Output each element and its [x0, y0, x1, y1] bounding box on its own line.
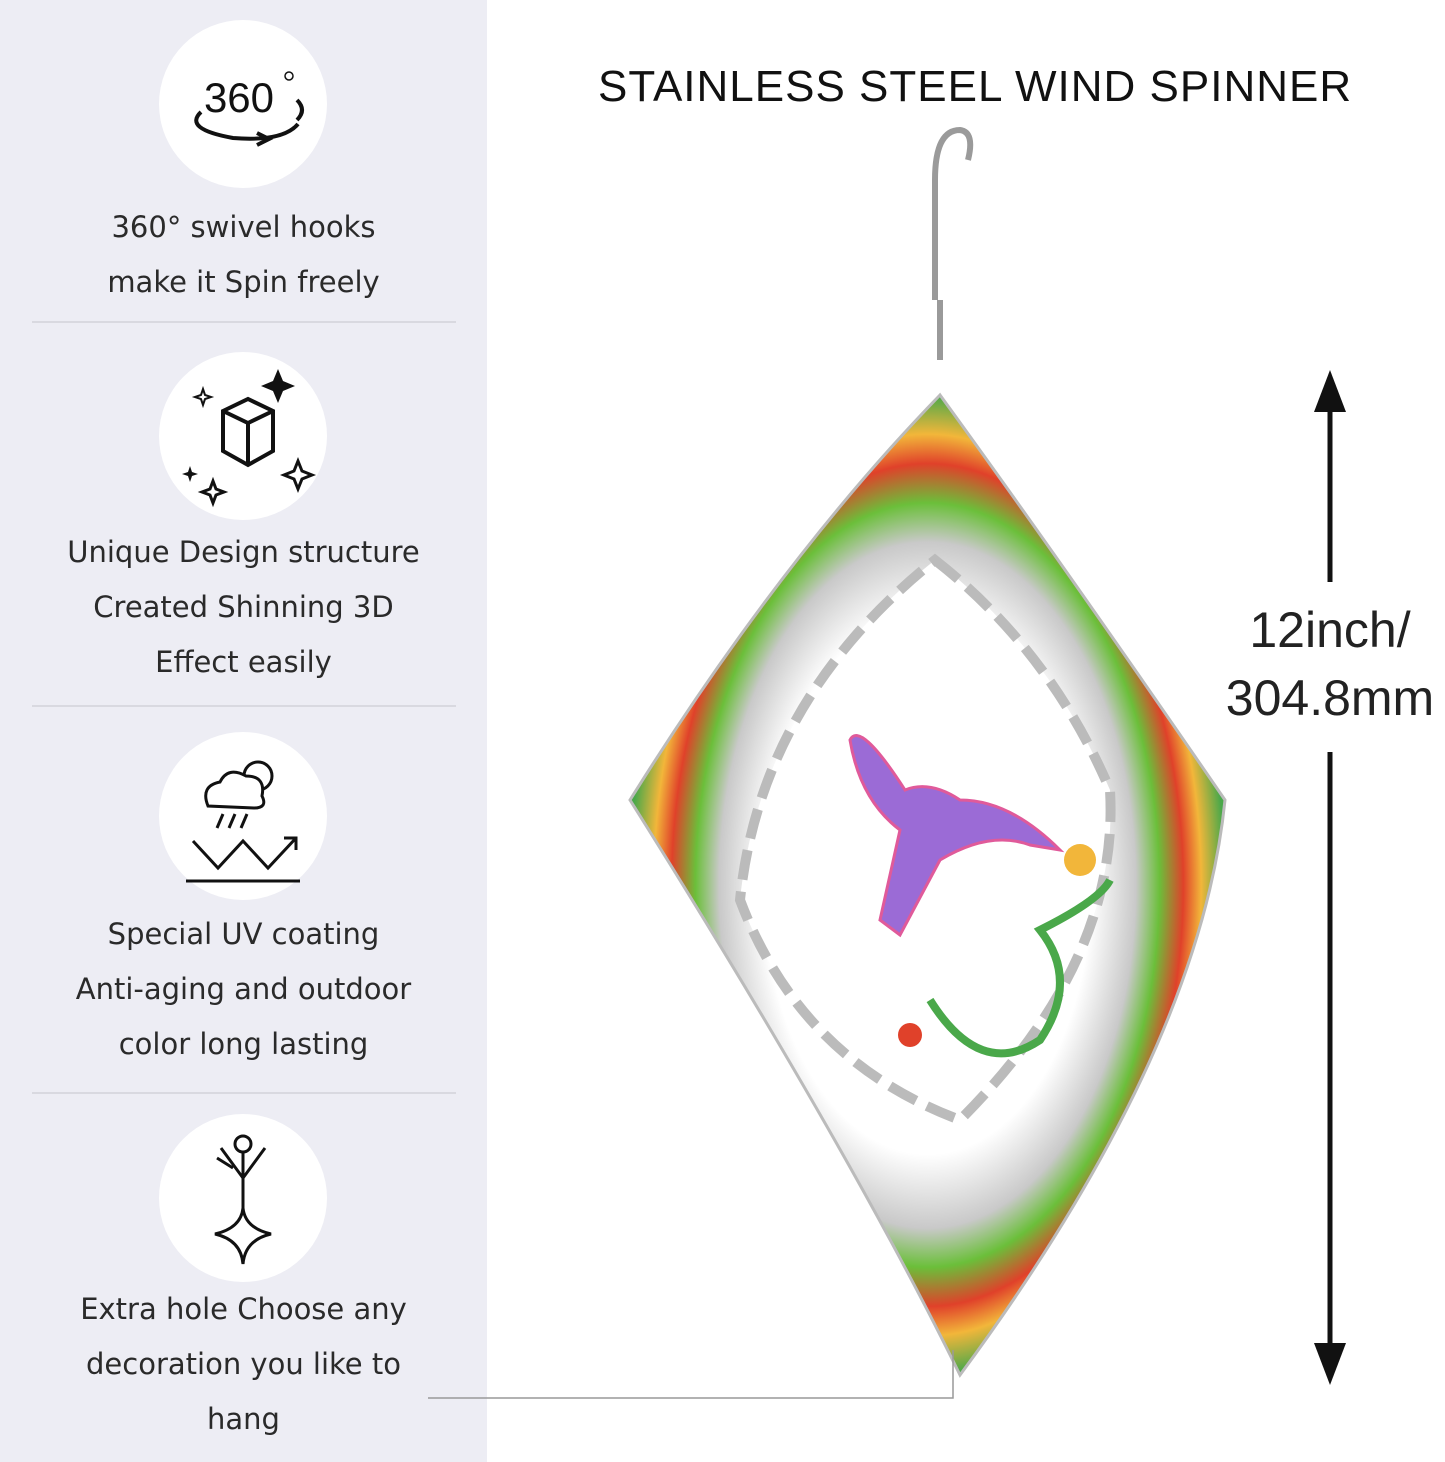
dimension-arrow: [1314, 370, 1346, 1385]
page-title: STAINLESS STEEL WIND SPINNER: [598, 62, 1353, 111]
feature-icon-circle: 360: [159, 20, 327, 188]
weather-resistant-icon: [186, 760, 300, 883]
dimension-mm: 304.8mm: [1225, 670, 1435, 726]
feature-text: Extra hole Choose any decoration you lik…: [0, 1282, 487, 1447]
spinner: [628, 392, 1227, 1378]
rotate-360-icon: 360: [194, 71, 304, 147]
leader-line: [428, 1350, 954, 1399]
feature-line: Special UV coating: [107, 917, 380, 951]
hook: [932, 126, 974, 360]
divider: [32, 321, 456, 323]
features-panel: 360 360° swivel hooks make it Spin freel…: [0, 0, 487, 1462]
svg-text:360: 360: [204, 74, 274, 121]
dimension-inch: 12inch/: [1249, 602, 1411, 658]
feature-line: color long lasting: [118, 1027, 369, 1061]
feature-line: make it Spin freely: [107, 265, 380, 299]
divider: [32, 705, 456, 707]
feature-line: decoration you like to: [86, 1347, 401, 1381]
feature-line: Anti-aging and outdoor: [75, 972, 412, 1006]
feature-line: Created Shinning 3D: [93, 590, 394, 624]
hanging-decoration-icon: [214, 1134, 272, 1265]
feature-icon-circle: [159, 352, 327, 520]
feature-icon-circle: [159, 732, 327, 900]
feature-line: Effect easily: [155, 645, 332, 679]
feature-line: 360° swivel hooks: [111, 210, 376, 244]
feature-text: 360° swivel hooks make it Spin freely: [0, 200, 487, 310]
feature-line: hang: [207, 1402, 280, 1436]
feature-line: Unique Design structure: [67, 535, 420, 569]
feature-text: Special UV coating Anti-aging and outdoo…: [0, 907, 487, 1072]
feature-text: Unique Design structure Created Shinning…: [0, 525, 487, 690]
feature-line: Extra hole Choose any: [80, 1292, 407, 1326]
divider: [32, 1092, 456, 1094]
feature-icon-circle: [159, 1114, 327, 1282]
3d-cube-sparkle-icon: [182, 369, 317, 508]
